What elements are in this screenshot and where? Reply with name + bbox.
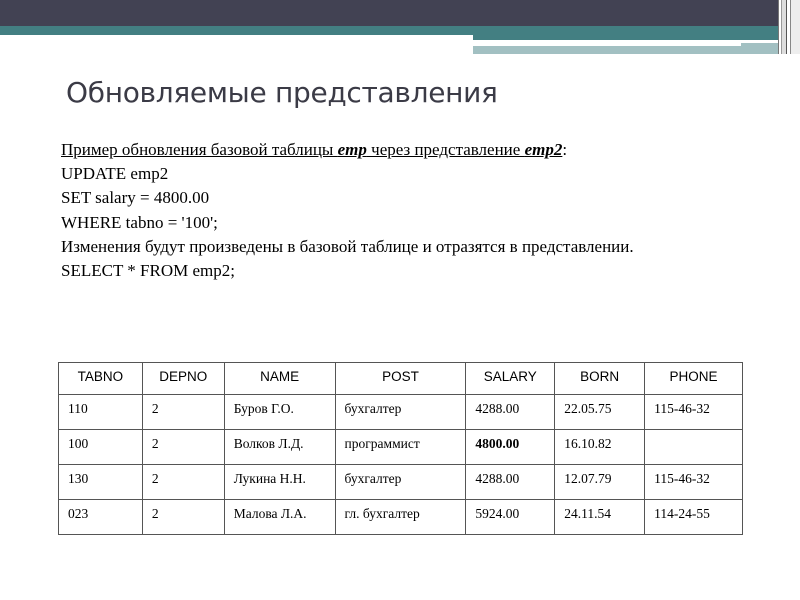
cell-phone: 115-46-32	[644, 464, 743, 500]
column-header-tabno: TABNO	[58, 362, 143, 395]
intro-text: через представление	[366, 140, 525, 159]
cell-post: бухгалтер	[334, 464, 467, 500]
cell-phone: 115-46-32	[644, 394, 743, 430]
cell-tabno: 130	[58, 464, 143, 500]
intro-colon: :	[562, 140, 568, 159]
intro-emp2: emp2	[524, 140, 563, 159]
slide-header-accent	[0, 26, 473, 35]
code-line: SET salary = 4800.00	[61, 188, 210, 208]
cell-post: гл. бухгалтер	[334, 499, 467, 535]
text-line: Изменения будут произведены в базовой та…	[61, 236, 634, 256]
emp2-table: TABNO DEPNO NAME POST SALARY BORN PHONE 110 2 Бу…	[58, 362, 743, 535]
cell-post: бухгалтер	[334, 394, 467, 430]
cell-born: 12.07.79	[554, 464, 646, 500]
table-row: 110 2 Буров Г.О. бухгалтер 4288.00 22.05.75 11…	[58, 394, 743, 430]
table-row: 100 2 Волков Л.Д. программист 4800.00 16.10.8…	[58, 429, 743, 465]
column-header-born: BORN	[554, 362, 646, 395]
cell-post: программист	[334, 429, 467, 465]
cell-depno: 2	[141, 394, 225, 430]
slide-header-divider	[473, 43, 741, 46]
column-header-post: POST	[334, 362, 467, 395]
slide-header-bar	[0, 0, 778, 26]
cell-born: 22.05.75	[554, 394, 646, 430]
column-header-name: NAME	[223, 362, 336, 395]
cell-born: 24.11.54	[554, 499, 646, 535]
table-row: 130 2 Лукина Н.Н. бухгалтер 4288.00 12.07.79 1…	[58, 464, 743, 500]
slide-body: Пример обновления базовой таблицы emp че…	[61, 138, 634, 283]
cell-tabno: 023	[58, 499, 143, 535]
cell-salary: 4800.00	[465, 429, 556, 465]
cell-salary: 5924.00	[465, 499, 556, 535]
cell-salary: 4288.00	[465, 394, 556, 430]
cell-depno: 2	[141, 464, 225, 500]
column-header-phone: PHONE	[644, 362, 743, 395]
cell-name: Волков Л.Д.	[223, 429, 336, 465]
cell-name: Буров Г.О.	[223, 394, 336, 430]
slide-header-accent	[473, 26, 778, 40]
cell-tabno: 100	[58, 429, 143, 465]
table-header-row: TABNO DEPNO NAME POST SALARY BORN PHONE	[58, 362, 743, 395]
code-line: UPDATE emp2	[61, 164, 169, 184]
cell-name: Малова Л.А.	[223, 499, 336, 535]
cell-phone	[644, 429, 743, 465]
cell-born: 16.10.82	[554, 429, 646, 465]
cell-name: Лукина Н.Н.	[223, 464, 336, 500]
cell-depno: 2	[141, 499, 225, 535]
slide-header-lines	[778, 0, 800, 54]
cell-tabno: 110	[58, 394, 143, 430]
slide-title: Обновляемые представления	[66, 76, 498, 109]
code-line: WHERE tabno = '100';	[61, 212, 218, 232]
column-header-salary: SALARY	[465, 362, 556, 395]
intro-emp: emp	[337, 140, 367, 159]
column-header-depno: DEPNO	[141, 362, 225, 395]
cell-phone: 114-24-55	[644, 499, 743, 535]
intro-text: Пример обновления базовой таблицы	[61, 140, 338, 159]
code-line: SELECT * FROM emp2;	[61, 261, 235, 281]
cell-salary: 4288.00	[465, 464, 556, 500]
table-row: 023 2 Малова Л.А. гл. бухгалтер 5924.00 24.11…	[58, 499, 743, 535]
slide-header-accent-light	[473, 43, 778, 54]
cell-depno: 2	[141, 429, 225, 465]
intro-line: Пример обновления базовой таблицы emp че…	[61, 138, 634, 162]
